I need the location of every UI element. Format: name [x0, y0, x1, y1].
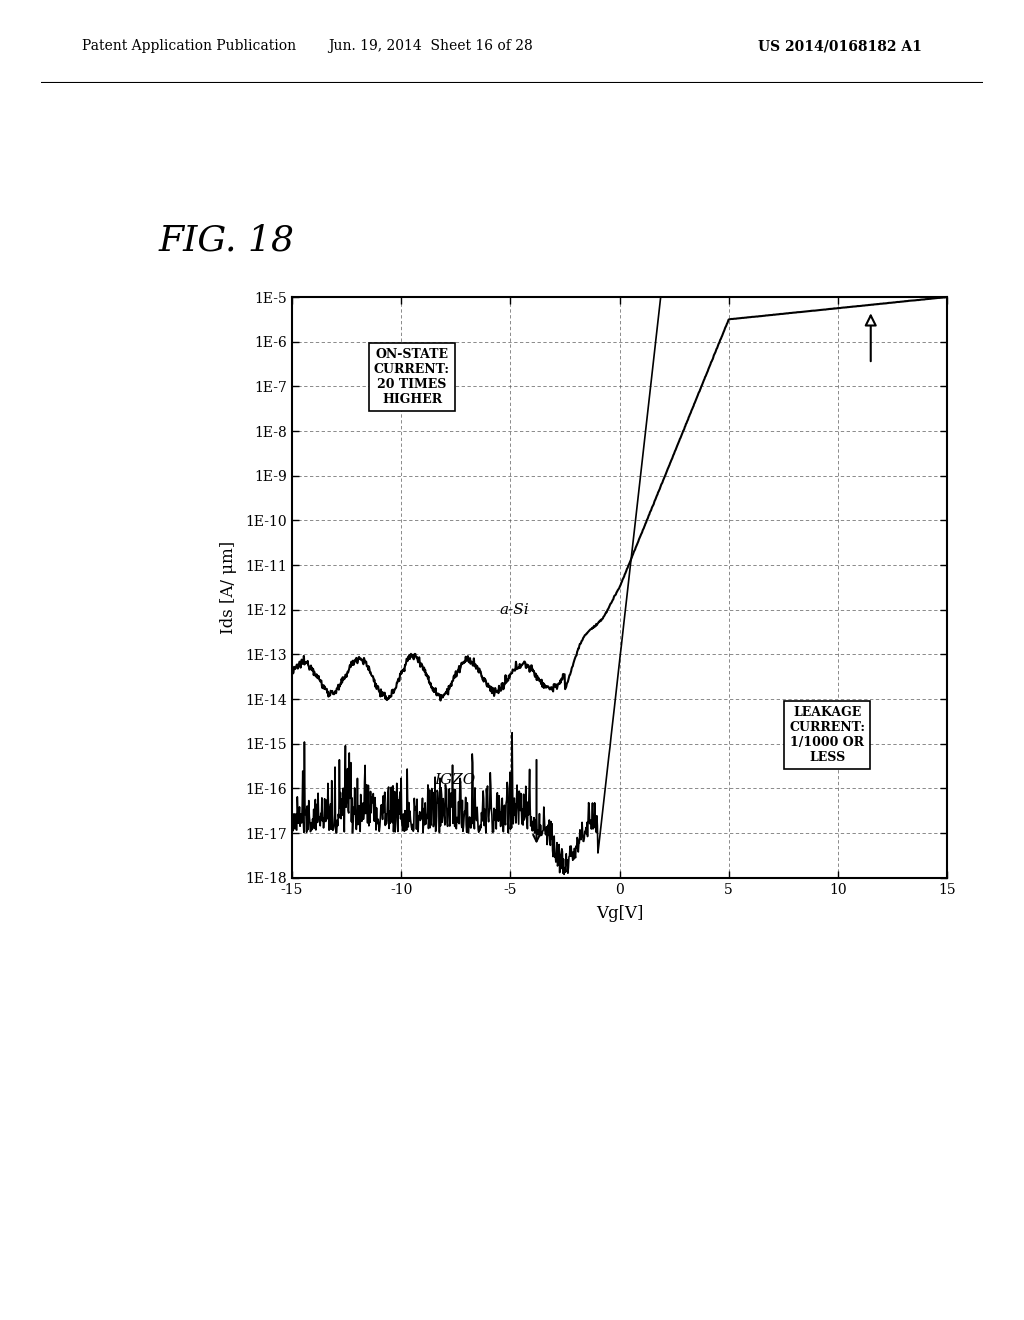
Text: Patent Application Publication: Patent Application Publication — [82, 40, 296, 53]
Text: LEAKAGE
CURRENT:
1/1000 OR
LESS: LEAKAGE CURRENT: 1/1000 OR LESS — [790, 706, 865, 764]
Text: FIG. 18: FIG. 18 — [159, 224, 295, 257]
Text: Jun. 19, 2014  Sheet 16 of 28: Jun. 19, 2014 Sheet 16 of 28 — [328, 40, 532, 53]
Text: ON-STATE
CURRENT:
20 TIMES
HIGHER: ON-STATE CURRENT: 20 TIMES HIGHER — [374, 348, 450, 407]
Text: IGZO: IGZO — [434, 772, 475, 787]
Text: US 2014/0168182 A1: US 2014/0168182 A1 — [758, 40, 922, 53]
Text: a-Si: a-Si — [500, 603, 529, 616]
X-axis label: Vg[V]: Vg[V] — [596, 906, 643, 921]
Y-axis label: Ids [A/ μm]: Ids [A/ μm] — [220, 541, 237, 634]
